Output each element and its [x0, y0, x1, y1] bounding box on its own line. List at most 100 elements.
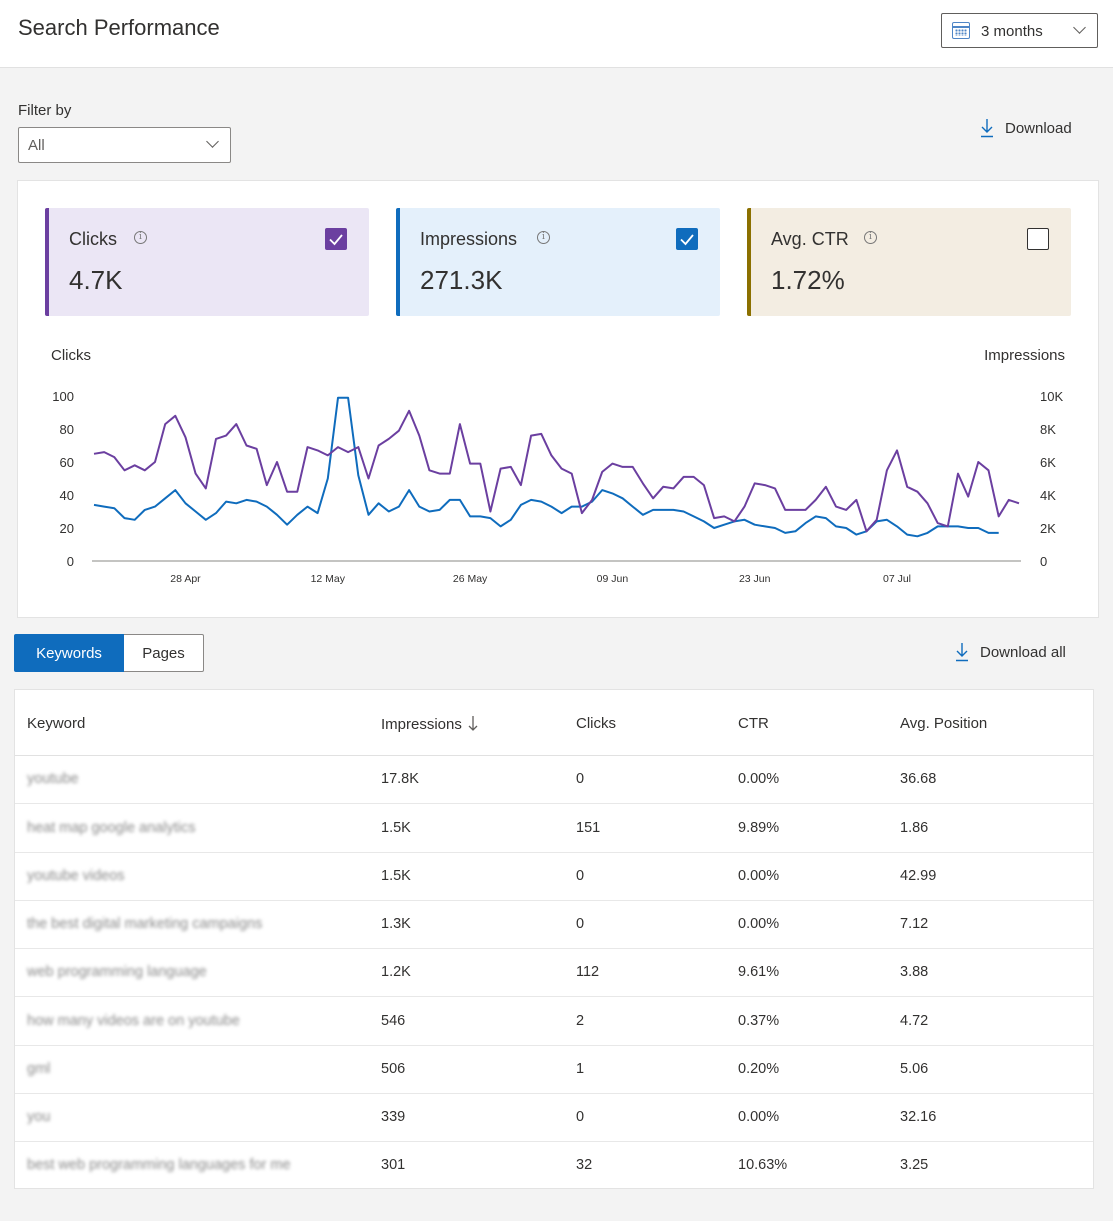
column-header-impressions[interactable]: Impressions — [381, 715, 478, 733]
left-tick-label: 80 — [60, 422, 74, 437]
table-row[interactable]: how many videos are on youtube 546 2 0.37% 4… — [15, 998, 1093, 1046]
metric-card-impressions[interactable]: Impressions i 271.3K — [396, 208, 720, 316]
column-header-keyword[interactable]: Keyword — [27, 715, 86, 732]
download-icon — [981, 119, 993, 138]
table-row[interactable]: best web programming languages for me 301… — [15, 1142, 1093, 1188]
table-row[interactable]: the best digital marketing campaigns 1.3K… — [15, 901, 1093, 949]
keywords-table: Keyword Impressions Clicks CTR Avg. Posi… — [14, 689, 1094, 1189]
page-title: Search Performance — [18, 15, 220, 40]
cell-ctr: 0.00% — [738, 868, 780, 884]
left-tick-label: 100 — [52, 389, 74, 404]
x-tick-label: 07 Jul — [883, 573, 911, 585]
cell-avg-position: 42.99 — [900, 868, 937, 884]
right-axis-title: Impressions — [984, 347, 1065, 364]
cell-avg-position: 4.72 — [900, 1012, 929, 1029]
cell-clicks: 32 — [576, 1157, 593, 1173]
right-tick-label: 8K — [1040, 422, 1056, 437]
cell-ctr: 0.00% — [738, 1109, 780, 1125]
tab-keywords[interactable]: Keywords — [14, 634, 124, 672]
cell-clicks: 0 — [576, 771, 585, 787]
cell-ctr: 9.89% — [738, 819, 780, 836]
info-icon[interactable]: i — [537, 231, 550, 244]
column-header-avg-position[interactable]: Avg. Position — [900, 715, 988, 732]
info-icon[interactable]: i — [134, 231, 147, 244]
x-tick-label: 28 Apr — [170, 573, 201, 585]
column-header-ctr[interactable]: CTR — [738, 715, 769, 732]
metric-name: Avg. CTR — [771, 229, 849, 249]
cell-keyword[interactable]: gml — [27, 1061, 51, 1077]
metric-name: Impressions — [420, 229, 518, 249]
cell-impressions: 1.2K — [381, 964, 411, 980]
column-header-label: Impressions — [381, 716, 462, 733]
cell-clicks: 0 — [576, 1109, 585, 1125]
date-range-select[interactable]: 3 months — [941, 13, 1098, 48]
right-tick-label: 6K — [1040, 455, 1056, 470]
cell-keyword[interactable]: youtube videos — [27, 868, 125, 884]
cell-avg-position: 7.12 — [900, 916, 929, 932]
metric-value: 4.7K — [69, 265, 123, 295]
x-tick-label: 12 May — [311, 573, 346, 585]
cell-impressions: 301 — [381, 1157, 406, 1173]
table-header: Keyword Impressions Clicks CTR Avg. Posi… — [15, 690, 1093, 756]
checkmark-icon — [680, 234, 694, 246]
left-tick-label: 20 — [60, 521, 74, 536]
cell-ctr: 0.20% — [738, 1061, 780, 1077]
cell-ctr: 0.00% — [738, 771, 780, 787]
cell-impressions: 1.5K — [381, 868, 411, 884]
cell-keyword[interactable]: how many videos are on youtube — [27, 1012, 240, 1029]
download-icon — [956, 643, 968, 662]
cell-impressions: 506 — [381, 1061, 406, 1077]
cell-keyword[interactable]: the best digital marketing campaigns — [27, 916, 263, 932]
right-tick-label: 2K — [1040, 521, 1056, 536]
table-row[interactable]: gml 506 1 0.20% 5.06 — [15, 1046, 1093, 1094]
right-tick-label: 10K — [1040, 389, 1063, 404]
metric-value: 1.72% — [771, 265, 845, 295]
view-tabs: Keywords Pages — [14, 634, 204, 672]
clicks-checkbox[interactable] — [325, 228, 347, 250]
left-tick-label: 40 — [60, 488, 74, 503]
cell-clicks: 112 — [576, 964, 600, 980]
impressions-checkbox[interactable] — [676, 228, 698, 250]
cell-keyword[interactable]: best web programming languages for me — [27, 1157, 291, 1173]
cell-impressions: 17.8K — [381, 771, 419, 787]
metric-card-clicks[interactable]: Clicks i 4.7K — [45, 208, 369, 316]
filter-label: Filter by — [18, 102, 72, 119]
cell-avg-position: 3.25 — [900, 1157, 929, 1173]
cell-impressions: 546 — [381, 1012, 406, 1029]
date-range-value: 3 months — [981, 23, 1043, 40]
sort-descending-icon — [468, 716, 478, 731]
ctr-checkbox[interactable] — [1027, 228, 1049, 250]
download-label: Download — [1005, 119, 1072, 137]
tab-pages[interactable]: Pages — [124, 634, 204, 672]
calendar-icon — [952, 22, 970, 39]
table-row[interactable]: you 339 0 0.00% 32.16 — [15, 1094, 1093, 1142]
right-tick-label: 4K — [1040, 488, 1056, 503]
cell-clicks: 2 — [576, 1012, 585, 1029]
cell-clicks: 0 — [576, 916, 585, 932]
impressions-series-line — [93, 396, 999, 538]
cell-clicks: 0 — [576, 868, 585, 884]
chevron-down-icon — [1073, 21, 1086, 34]
download-all-label: Download all — [980, 643, 1066, 661]
cell-keyword[interactable]: you — [27, 1109, 51, 1125]
filter-value: All — [28, 137, 45, 154]
cell-keyword[interactable]: youtube — [27, 771, 79, 787]
table-row[interactable]: youtube 17.8K 0 0.00% 36.68 — [15, 756, 1093, 804]
download-all-button[interactable]: Download all — [954, 642, 1066, 662]
table-row[interactable]: youtube videos 1.5K 0 0.00% 42.99 — [15, 853, 1093, 901]
cell-keyword[interactable]: heat map google analytics — [27, 819, 196, 836]
column-header-clicks[interactable]: Clicks — [576, 715, 616, 732]
metric-value: 271.3K — [420, 265, 503, 295]
download-button[interactable]: Download — [979, 118, 1072, 138]
cell-avg-position: 3.88 — [900, 964, 929, 980]
cell-avg-position: 5.06 — [900, 1061, 929, 1077]
metric-card-ctr[interactable]: Avg. CTR i 1.72% — [747, 208, 1071, 316]
info-icon[interactable]: i — [864, 231, 877, 244]
cell-keyword[interactable]: web programming language — [27, 964, 207, 980]
cell-impressions: 1.5K — [381, 819, 411, 836]
cell-impressions: 1.3K — [381, 916, 411, 932]
table-row[interactable]: web programming language 1.2K 112 9.61% 3.88 — [15, 949, 1093, 997]
filter-select[interactable]: All — [18, 127, 231, 163]
table-row[interactable]: heat map google analytics 1.5K 151 9.89% 1.8… — [15, 805, 1093, 853]
left-tick-label: 60 — [60, 455, 74, 470]
